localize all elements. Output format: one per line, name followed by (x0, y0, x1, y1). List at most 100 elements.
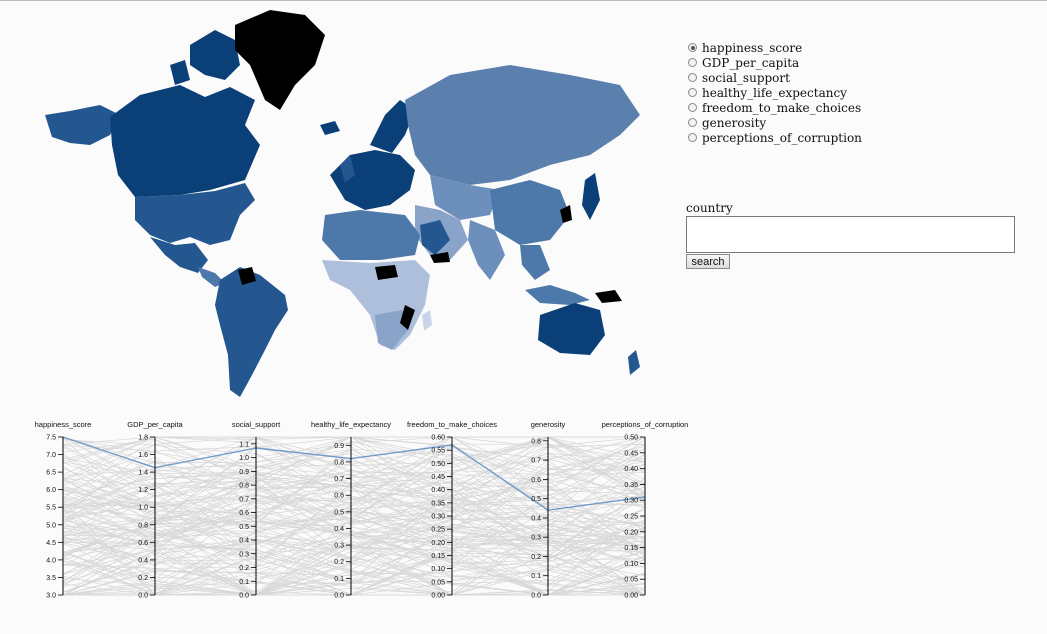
radio-generosity[interactable]: generosity (688, 115, 862, 130)
search-button[interactable]: search (686, 254, 730, 269)
tick-label: 3.5 (46, 575, 56, 582)
radio-happiness-score[interactable]: happiness_score (688, 40, 862, 55)
tick-label: 0.1 (531, 573, 541, 580)
south-america-region[interactable] (215, 267, 288, 397)
radio-label: happiness_score (702, 40, 803, 55)
tick-label: 0.30 (431, 514, 445, 521)
axis-GDP_per_capita[interactable]: GDP_per_capita 0.0 0.2 0.4 0.6 0.8 1.0 1.2 1.4 1.… (127, 420, 183, 600)
tick-label: 1.6 (138, 452, 148, 459)
tick-label: 0.15 (624, 545, 638, 552)
tick-label: 0.3 (531, 535, 541, 542)
scandinavia-region[interactable] (370, 100, 415, 153)
tick-label: 0.2 (531, 554, 541, 561)
japan-region[interactable] (582, 173, 600, 220)
southern-africa-region[interactable] (375, 310, 408, 350)
tick-label: 0.6 (239, 510, 249, 517)
sub-saharan-region[interactable] (322, 260, 430, 350)
tick-label: 1.2 (138, 487, 148, 494)
russia-region[interactable] (405, 65, 640, 185)
axis-freedom_to_make_choices[interactable]: freedom_to_make_choices 0.00 0.05 0.10 0.15 0… (407, 420, 497, 600)
axis-title: perceptions_of_corruption (602, 420, 689, 429)
usa-region[interactable] (135, 183, 255, 245)
tick-label: 7.5 (46, 435, 56, 442)
radio-button-healthy-life-expectancy[interactable] (688, 88, 697, 97)
tick-label: 0.4 (334, 526, 344, 533)
north-africa-region[interactable] (322, 210, 420, 260)
radio-button-happiness-score[interactable] (688, 43, 697, 52)
world-choropleth-map[interactable] (30, 5, 660, 405)
china-region[interactable] (490, 180, 570, 245)
europe-region[interactable] (330, 150, 415, 210)
tick-label: 0.00 (431, 593, 445, 600)
new-zealand-region[interactable] (628, 350, 640, 375)
radio-button-generosity[interactable] (688, 118, 697, 127)
korea-region[interactable] (560, 205, 572, 223)
tick-label: 0.8 (531, 438, 541, 445)
axis-title: generosity (531, 420, 566, 429)
canada-region[interactable] (110, 85, 260, 197)
madagascar-region[interactable] (422, 310, 432, 331)
tick-label: 0.4 (239, 538, 249, 545)
radio-button-social-support[interactable] (688, 73, 697, 82)
tick-label: 0.00 (624, 593, 638, 600)
axis-social_support[interactable]: social_support 0.0 0.1 0.2 0.3 0.4 0.5 0.6 0.7 0.… (232, 420, 281, 600)
tick-label: 0.6 (531, 477, 541, 484)
se-asia-region[interactable] (520, 245, 550, 280)
tick-label: 0.8 (239, 483, 249, 490)
radio-social-support[interactable]: social_support (688, 70, 862, 85)
radio-button-perceptions-of-corruption[interactable] (688, 133, 697, 142)
central-asia-region[interactable] (430, 175, 500, 220)
radio-healthy-life-expectancy[interactable]: healthy_life_expectancy (688, 85, 862, 100)
central-america-region[interactable] (198, 267, 225, 287)
tick-label: 0.05 (624, 577, 638, 584)
iceland-region[interactable] (320, 121, 340, 135)
radio-label: healthy_life_expectancy (702, 85, 847, 100)
top-border (0, 0, 1047, 1)
tick-label: 0.35 (624, 482, 638, 489)
tick-label: 7.0 (46, 452, 56, 459)
tick-label: 0.5 (334, 509, 344, 516)
axis-title: healthy_life_expectancy (311, 420, 391, 429)
radio-perceptions-of-corruption[interactable]: perceptions_of_corruption (688, 130, 862, 145)
mexico-region[interactable] (150, 237, 208, 273)
greenland-region[interactable] (235, 10, 325, 110)
axis-healthy_life_expectancy[interactable]: healthy_life_expectancy 0.0 0.1 0.2 0.3 0.4 0.… (311, 420, 391, 600)
alaska-region[interactable] (45, 105, 120, 145)
axis-title: happiness_score (35, 420, 92, 429)
tick-label: 0.55 (431, 448, 445, 455)
sudan-region[interactable] (375, 265, 398, 280)
country-input[interactable] (686, 216, 1015, 253)
mozambique-region[interactable] (400, 305, 415, 330)
tick-label: 0.15 (431, 553, 445, 560)
tick-label: 0.1 (239, 579, 249, 586)
tick-label: 0.2 (239, 565, 249, 572)
tick-label: 1.0 (138, 505, 148, 512)
radio-button-gdp-per-capita[interactable] (688, 58, 697, 67)
australia-region[interactable] (538, 303, 605, 355)
tick-label: 0.20 (431, 540, 445, 547)
tick-label: 0.05 (431, 579, 445, 586)
tick-label: 4.0 (46, 557, 56, 564)
radio-button-freedom-to-make-choices[interactable] (688, 103, 697, 112)
tick-label: 0.4 (138, 557, 148, 564)
india-region[interactable] (468, 220, 505, 280)
radio-freedom-to-make-choices[interactable]: freedom_to_make_choices (688, 100, 862, 115)
axis-generosity[interactable]: generosity 0.0 0.1 0.2 0.3 0.4 0.5 0.6 0.7 0.8 (531, 420, 566, 600)
tick-label: 0.1 (334, 576, 344, 583)
radio-label: social_support (702, 70, 790, 85)
arctic-islands-region[interactable] (170, 30, 240, 85)
axis-happiness_score[interactable]: happiness_score 3.0 3.5 4.0 4.5 5.0 5.5 6.0 6.5 7… (35, 420, 92, 600)
indonesia-region[interactable] (525, 285, 590, 305)
radio-gdp-per-capita[interactable]: GDP_per_capita (688, 55, 862, 70)
parallel-coordinates-chart[interactable]: happiness_score 3.0 3.5 4.0 4.5 5.0 5.5 6.0 6.5 7… (0, 415, 700, 615)
yemen-region[interactable] (430, 252, 450, 263)
tick-label: 0.4 (531, 515, 541, 522)
tick-label: 0.25 (431, 527, 445, 534)
axis-perceptions_of_corruption[interactable]: perceptions_of_corruption 0.00 0.05 0.10 0.1… (602, 420, 689, 600)
venezuela-region[interactable] (238, 267, 256, 285)
attribute-radio-group: happiness_score GDP_per_capita social_su… (688, 40, 862, 145)
tick-label: 1.1 (239, 441, 249, 448)
png-region[interactable] (595, 290, 622, 303)
uk-region[interactable] (340, 155, 355, 183)
saudi-region[interactable] (420, 220, 450, 255)
